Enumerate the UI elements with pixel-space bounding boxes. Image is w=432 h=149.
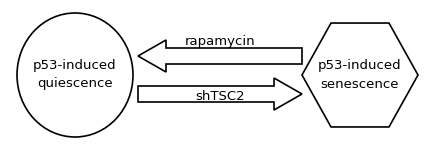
Text: p53-induced
senescence: p53-induced senescence	[318, 59, 402, 90]
Text: rapamycin: rapamycin	[185, 35, 255, 49]
Text: p53-induced
quiescence: p53-induced quiescence	[33, 59, 117, 90]
Polygon shape	[138, 78, 302, 110]
Polygon shape	[302, 23, 418, 127]
Ellipse shape	[17, 13, 133, 137]
Polygon shape	[138, 40, 302, 72]
Text: shTSC2: shTSC2	[195, 90, 245, 103]
